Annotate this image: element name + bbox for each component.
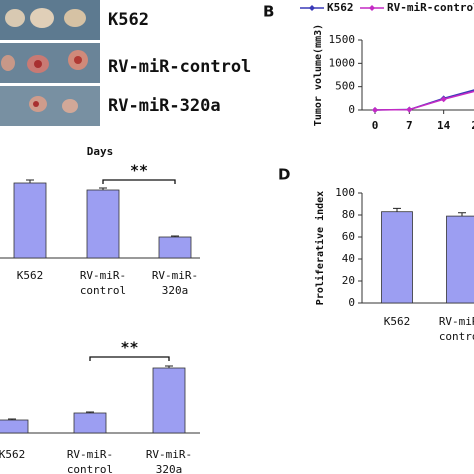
y-tick-label: 1000 <box>329 56 356 69</box>
error-bar <box>99 187 107 190</box>
series-line <box>374 90 474 111</box>
y-tick-label: 0 <box>348 296 355 309</box>
label-line: RV-miR- <box>80 269 126 282</box>
label-line: RV-miR- <box>67 448 113 461</box>
y-tick-label: 0 <box>348 103 355 116</box>
bar <box>13 182 47 259</box>
x-tick-label: K562 <box>17 269 44 282</box>
label-line: 320a <box>162 284 189 297</box>
error-bar <box>165 365 173 368</box>
bar <box>73 412 107 434</box>
significance-label: ** <box>130 162 148 180</box>
panel-letter: B <box>263 3 274 21</box>
legend-marker <box>369 5 375 11</box>
bar <box>86 189 120 259</box>
label-line: control <box>67 463 113 474</box>
tumor-photo <box>0 0 100 126</box>
error-bar <box>393 207 401 212</box>
significance-bracket <box>102 179 176 184</box>
legend-marker <box>309 5 315 11</box>
x-tick-label: RV-miR-control <box>439 315 474 343</box>
y-axis-label: Proliferative index <box>314 191 326 305</box>
photo-label: RV-miR-320a <box>108 96 221 116</box>
label-line: 320a <box>156 463 183 474</box>
y-tick-label: 20 <box>342 274 355 287</box>
photo-label: RV-miR-control <box>108 57 251 77</box>
y-tick-label: 100 <box>335 186 355 199</box>
x-tick-label: RV-miR-control <box>67 448 113 474</box>
x-tick-label: RV-miR-control <box>80 269 126 297</box>
label-line: control <box>439 330 474 343</box>
legend-label: RV-miR-control <box>387 1 474 14</box>
point-marker <box>406 106 413 113</box>
error-bar <box>171 235 179 237</box>
label-line: RV-miR- <box>146 448 192 461</box>
significance-label: ** <box>120 339 138 357</box>
label-line: control <box>80 284 126 297</box>
error-bar <box>26 179 34 183</box>
x-tick-label: 14 <box>437 119 451 132</box>
error-bar <box>8 418 16 420</box>
y-tick-label: 40 <box>342 252 355 265</box>
y-tick-label: 80 <box>342 208 355 221</box>
error-bar <box>86 411 94 413</box>
x-axis-label: Days <box>87 145 114 158</box>
label-line: RV-miR- <box>152 269 198 282</box>
photo-label: K562 <box>108 10 149 30</box>
legend-label: K562 <box>327 1 354 14</box>
bar <box>158 236 192 259</box>
series-line <box>374 89 474 111</box>
x-tick-label: RV-miR- 320a <box>152 269 198 297</box>
error-bar <box>458 212 466 217</box>
y-tick-label: 1500 <box>329 33 356 46</box>
y-tick-label: 60 <box>342 230 355 243</box>
y-tick-label: 500 <box>335 80 355 93</box>
panel-letter: D <box>278 166 290 184</box>
x-tick-label: K562 <box>0 448 25 461</box>
bar <box>381 211 413 304</box>
label-line: RV-miR- <box>439 315 474 328</box>
point-marker <box>372 107 378 113</box>
bar <box>446 215 474 304</box>
x-tick-label: 0 <box>372 119 379 132</box>
bar <box>0 419 29 434</box>
y-axis-label: Tumor volume(mm3) <box>313 24 324 126</box>
x-tick-label: 21 <box>471 119 474 132</box>
point-marker <box>440 96 447 103</box>
bar <box>152 367 186 434</box>
x-tick-label: RV-miR- 320a <box>146 448 192 474</box>
significance-bracket <box>89 356 170 361</box>
x-tick-label: 7 <box>406 119 413 132</box>
x-tick-label: K562 <box>384 315 411 328</box>
